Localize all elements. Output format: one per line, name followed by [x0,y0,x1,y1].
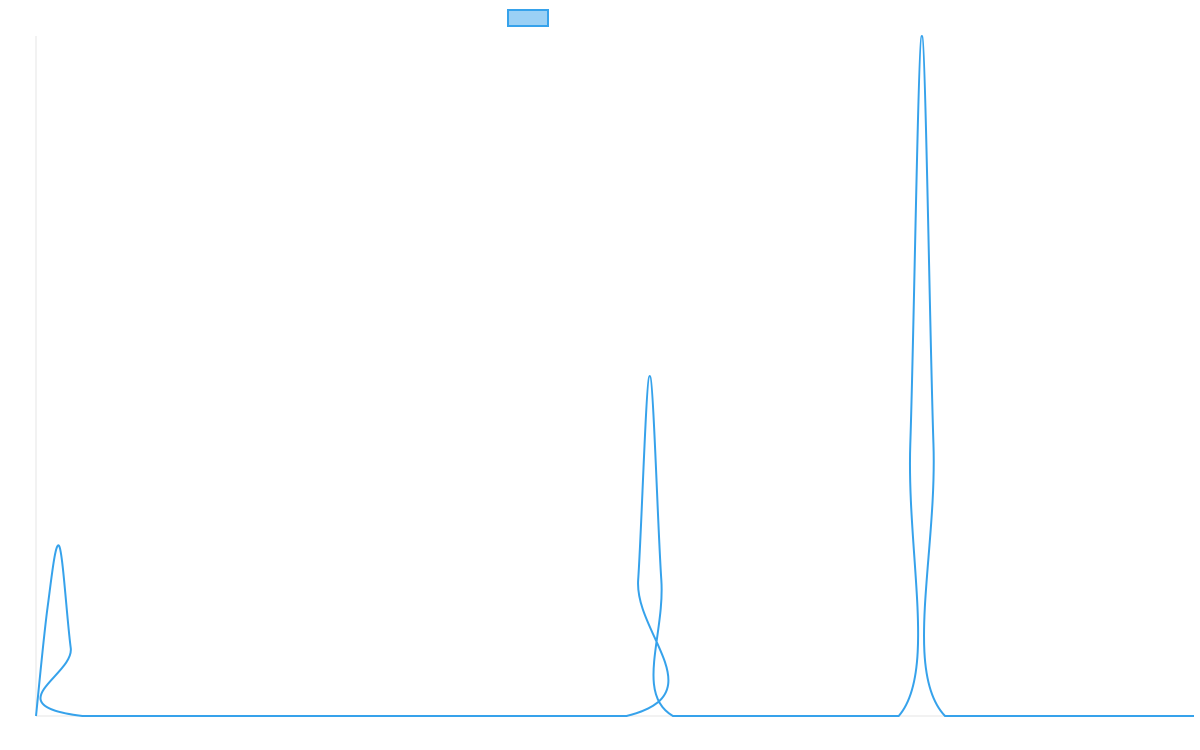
data-point-0-9[interactable] [670,713,676,719]
data-point-0-6[interactable] [635,577,641,583]
data-point-0-10[interactable] [896,713,902,719]
data-point-0-12[interactable] [919,33,925,39]
data-point-0-3[interactable] [68,645,74,651]
series-layer [33,33,1197,719]
data-point-0-8[interactable] [658,577,664,583]
data-point-0-15[interactable] [1191,713,1197,719]
data-point-0-13[interactable] [930,441,936,447]
data-point-0-0[interactable] [33,713,39,719]
legend-swatch[interactable] [507,9,549,27]
data-point-0-1[interactable] [45,604,51,610]
series-line-0 [35,34,1194,718]
legend[interactable] [507,9,549,27]
data-point-0-2[interactable] [56,543,62,549]
data-point-0-11[interactable] [907,441,913,447]
data-point-0-14[interactable] [942,713,948,719]
data-point-0-7[interactable] [647,373,653,379]
data-point-0-4[interactable] [79,713,85,719]
data-point-0-5[interactable] [624,713,630,719]
